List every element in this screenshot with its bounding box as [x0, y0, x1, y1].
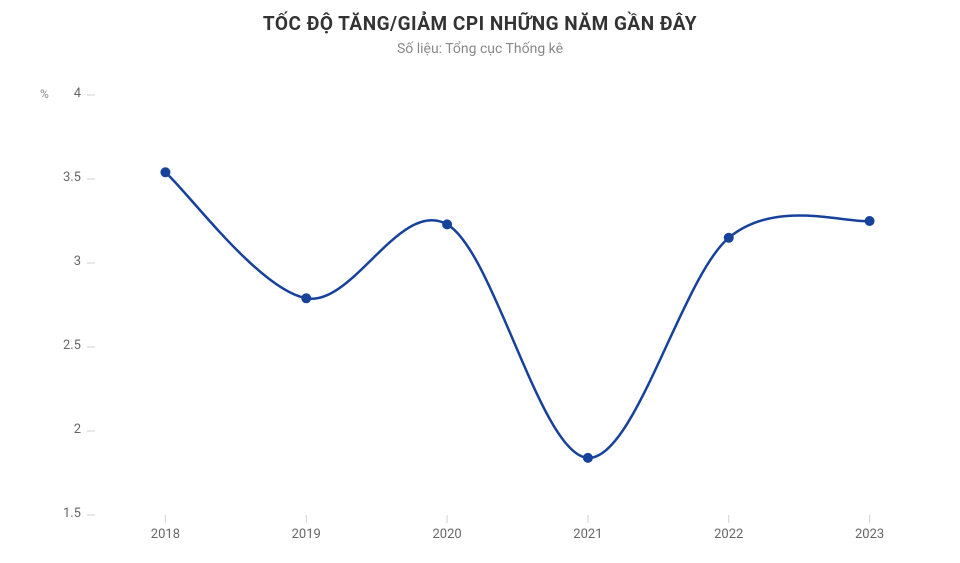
- series-line: [165, 172, 869, 458]
- y-tick-label: 1.5: [63, 506, 81, 521]
- x-tick-label: 2023: [850, 527, 890, 542]
- y-tick-label: 2.5: [63, 338, 81, 353]
- data-point[interactable]: [724, 233, 734, 243]
- x-tick-label: 2018: [145, 527, 185, 542]
- x-tick-label: 2020: [427, 527, 467, 542]
- y-tick-label: 2: [74, 422, 81, 437]
- y-tick-label: 3.5: [63, 170, 81, 185]
- y-tick-label: 3: [74, 254, 81, 269]
- x-tick-label: 2022: [709, 527, 749, 542]
- cpi-chart: TỐC ĐỘ TĂNG/GIẢM CPI NHỮNG NĂM GẦN ĐÂY S…: [0, 0, 960, 563]
- chart-svg: [0, 0, 960, 563]
- data-point[interactable]: [583, 453, 593, 463]
- x-tick-label: 2019: [286, 527, 326, 542]
- y-tick-label: 4: [74, 86, 81, 101]
- x-tick-label: 2021: [568, 527, 608, 542]
- data-point[interactable]: [160, 167, 170, 177]
- data-point[interactable]: [442, 219, 452, 229]
- data-point[interactable]: [301, 293, 311, 303]
- data-point[interactable]: [865, 216, 875, 226]
